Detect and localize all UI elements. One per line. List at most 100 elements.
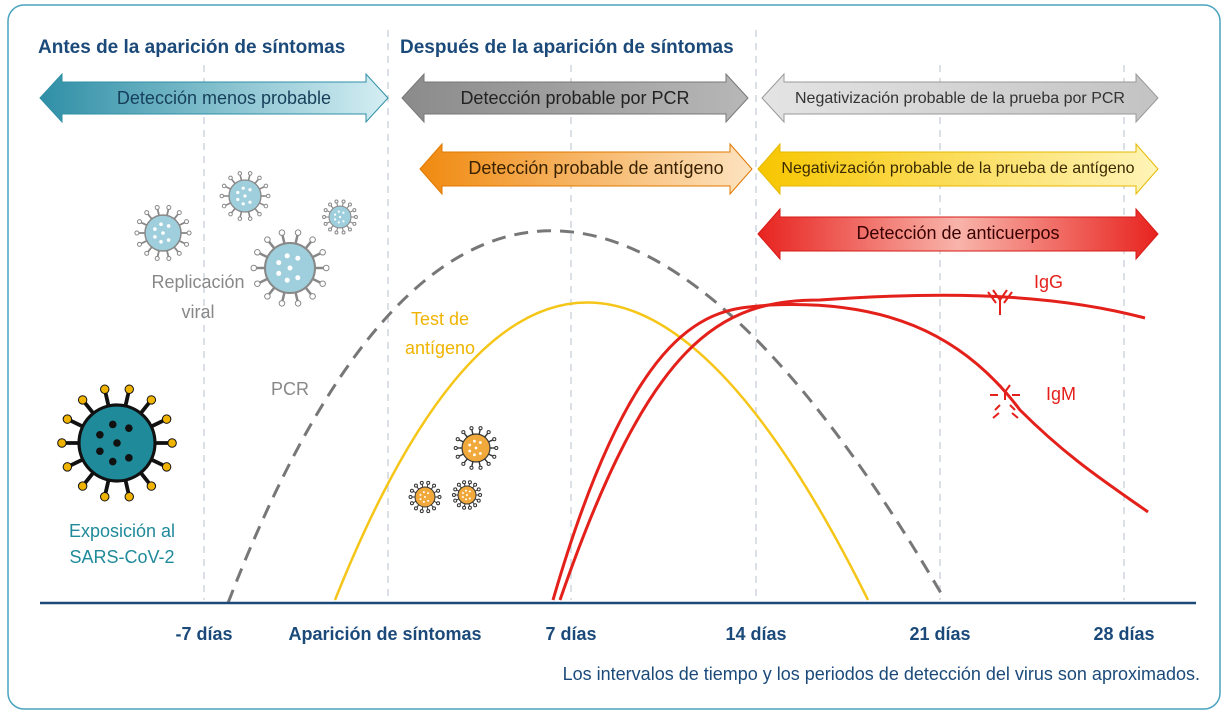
virus <box>57 384 177 502</box>
spike-tip <box>265 193 271 199</box>
spike-tip <box>323 208 328 213</box>
spike-tip <box>419 509 424 514</box>
spike-tip <box>100 491 110 502</box>
spike-tip <box>353 215 358 219</box>
spike-tip <box>77 395 88 405</box>
spike-tip <box>124 491 134 502</box>
spike-tip <box>309 236 316 243</box>
spike-tip <box>263 183 269 189</box>
spike-tip <box>461 461 466 466</box>
virus-dot <box>241 186 245 190</box>
virus <box>408 480 442 514</box>
spike-tip <box>62 462 73 472</box>
spike-tip <box>409 501 414 506</box>
arrow-label: Negativización probable de la prueba por… <box>795 90 1125 107</box>
spike-tip <box>473 482 478 487</box>
spike-tip <box>451 493 456 497</box>
spike-tip <box>453 445 458 451</box>
virus-dot <box>419 493 422 496</box>
virus-dot <box>241 202 245 206</box>
spike-tip <box>176 210 182 216</box>
label: SARS-CoV-2 <box>69 547 174 567</box>
spike-tip <box>57 438 67 448</box>
virus-dot <box>287 265 293 271</box>
virus-dot <box>473 453 476 457</box>
spike-tip <box>352 208 357 213</box>
virus-dot <box>96 447 104 456</box>
spike-tip <box>263 203 269 209</box>
spike-tip <box>462 480 467 485</box>
spike-tip <box>436 488 441 493</box>
label: viral <box>181 302 214 322</box>
spike-tip <box>184 219 190 225</box>
virus-dot <box>153 227 157 231</box>
spike-tip <box>166 205 172 211</box>
spike-tip <box>237 171 243 176</box>
virus-dot <box>108 420 117 429</box>
spike-tip <box>347 227 352 232</box>
spike-tip <box>469 465 474 470</box>
virus-dot <box>276 270 282 276</box>
virus-dot <box>236 190 240 195</box>
spike-tip <box>294 229 302 236</box>
virus-dot <box>464 489 467 492</box>
virus-dot <box>248 188 252 192</box>
axis-ticks: -7 días Aparición de síntomas 7 días 14 … <box>175 624 1154 644</box>
virus-dot <box>337 210 340 213</box>
spike-tip <box>492 437 497 442</box>
tick-label: 14 días <box>725 624 786 644</box>
antibody-icons <box>987 289 1020 419</box>
spike-tip <box>264 293 271 300</box>
virus-dot <box>159 222 163 227</box>
virus <box>250 229 330 307</box>
virus-dot <box>295 255 301 261</box>
spike-tip <box>134 230 140 236</box>
arrow <box>757 142 1159 196</box>
virus-dot <box>342 220 345 223</box>
spike-tip <box>319 248 326 256</box>
spike-tip <box>352 221 357 226</box>
spike-tip <box>154 205 160 211</box>
spike-tip <box>469 426 474 431</box>
label: IgM <box>1046 384 1076 404</box>
tick-label: Aparición de síntomas <box>288 624 481 644</box>
virus-dot <box>284 277 290 283</box>
virus-dot <box>478 441 482 444</box>
virus-dot <box>125 454 133 462</box>
virus-dot <box>342 211 345 214</box>
virus-dot <box>333 213 337 216</box>
spike-tip <box>221 183 227 189</box>
virus-dot <box>125 424 133 432</box>
spike-tip <box>136 219 142 225</box>
spike-tip <box>478 465 483 470</box>
spike-tip <box>294 300 302 307</box>
spike-tip <box>166 255 172 261</box>
tick-label: -7 días <box>175 624 232 644</box>
virus-dot <box>466 494 468 496</box>
spike-tip <box>334 230 339 235</box>
virus-dot <box>166 224 171 228</box>
spike-tip <box>309 293 316 300</box>
spike-tip <box>264 236 271 243</box>
spike-tip <box>409 488 414 493</box>
label: Test de <box>411 309 469 329</box>
spike-tip <box>436 501 441 506</box>
arrow-label: Detección menos probable <box>117 88 331 108</box>
virus-dot <box>153 235 157 239</box>
virus-dot <box>468 449 472 453</box>
arrow-label: Detección probable de antígeno <box>468 158 723 178</box>
spike-tip <box>461 430 466 435</box>
igm-curve <box>551 302 1149 601</box>
virus-dot <box>337 221 340 224</box>
spike-tip <box>408 495 413 499</box>
arrows: Detección menos probable Detección proba… <box>39 72 1159 261</box>
virus <box>451 480 483 510</box>
spike-tip <box>455 437 460 442</box>
virus-dot <box>461 495 464 498</box>
spike-tip <box>250 264 258 272</box>
virus-dot <box>468 497 471 500</box>
note: Los intervalos de tiempo y los periodos … <box>563 664 1200 684</box>
tick-label: 7 días <box>545 624 596 644</box>
spike-tip <box>254 280 261 288</box>
virus-dot <box>478 452 482 455</box>
